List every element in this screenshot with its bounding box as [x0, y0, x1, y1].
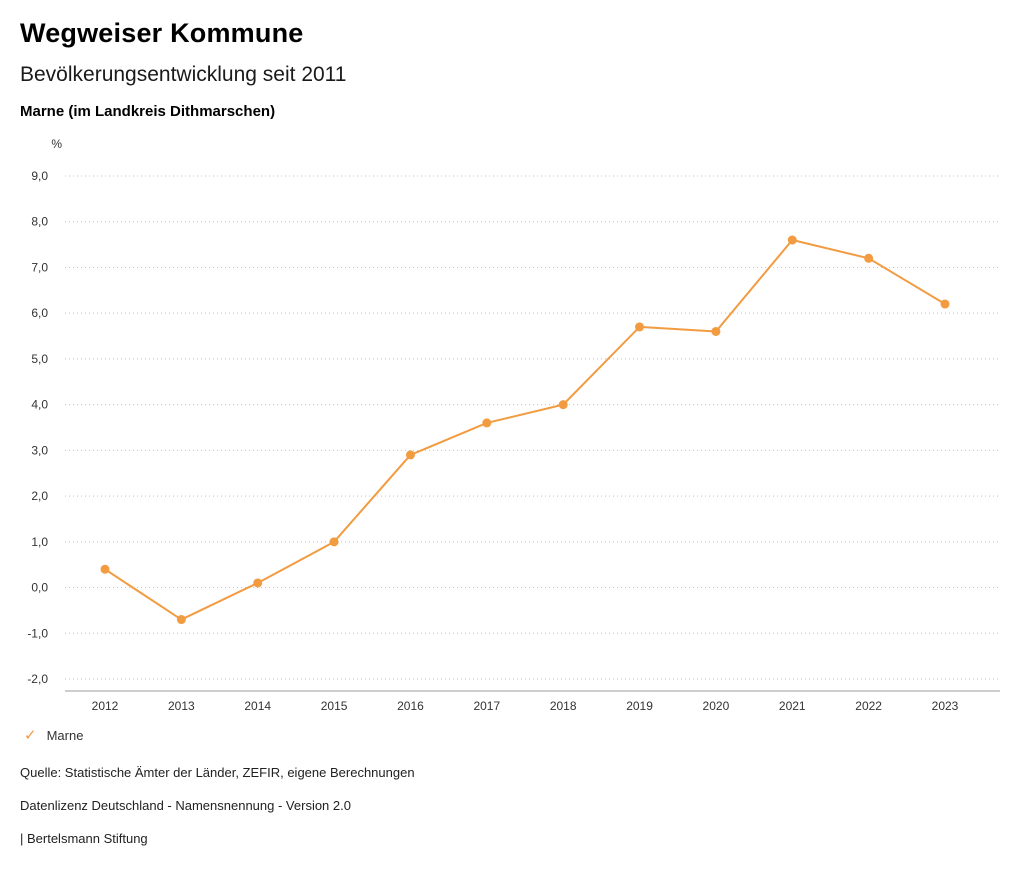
x-tick-label: 2023 [932, 699, 959, 713]
y-tick-label: 3,0 [31, 443, 48, 457]
legend-item-marne[interactable]: ✓ Marne [20, 728, 1004, 743]
data-point [176, 615, 186, 625]
data-point [635, 322, 645, 332]
data-point [482, 418, 492, 428]
license-text: Datenlizenz Deutschland - Namensnennung … [20, 798, 351, 813]
page: Wegweiser Kommune Bevölkerungsentwicklun… [20, 18, 1020, 846]
x-tick-label: 2018 [550, 699, 577, 713]
y-axis-unit-label: % [51, 137, 62, 151]
x-tick-label: 2020 [703, 699, 730, 713]
y-tick-label: -2,0 [27, 672, 48, 686]
data-point [405, 450, 415, 460]
x-tick-label: 2021 [779, 699, 806, 713]
series-line [104, 239, 946, 621]
y-tick-label: 0,0 [31, 581, 48, 595]
legend-label: Marne [46, 728, 84, 743]
data-point [940, 299, 950, 309]
x-tick-label: 2013 [168, 699, 195, 713]
data-point [711, 326, 721, 336]
x-tick-label: 2017 [473, 699, 500, 713]
x-tick-label: 2012 [92, 699, 119, 713]
source-text: Quelle: Statistische Ämter der Länder, Z… [20, 765, 415, 780]
y-tick-label: 1,0 [31, 535, 48, 549]
attribution-text: | Bertelsmann Stiftung [20, 831, 148, 846]
chart-region-subtitle: Marne (im Landkreis Dithmarschen) [20, 103, 276, 120]
population-line-chart: % 9,0 8,0 7,0 6,0 5,0 4,0 3,0 2,0 1,0 0,0 -1,0 -2,0 2… [20, 126, 1020, 722]
data-point [100, 564, 110, 574]
chart-title: Bevölkerungsentwicklung seit 2011 [20, 63, 347, 86]
x-tick-label: 2019 [626, 699, 653, 713]
data-point [787, 235, 797, 245]
y-tick-label: 8,0 [31, 215, 48, 229]
y-tick-label: 5,0 [31, 352, 48, 366]
x-tick-label: 2015 [321, 699, 348, 713]
x-tick-label: 2014 [244, 699, 271, 713]
data-point [253, 578, 263, 588]
x-tick-label: 2016 [397, 699, 424, 713]
app-title: Wegweiser Kommune [20, 18, 304, 48]
y-tick-label: 2,0 [31, 489, 48, 503]
chart-svg: % 9,0 8,0 7,0 6,0 5,0 4,0 3,0 2,0 1,0 0,0 -1,0 -2,0 2… [27, 137, 1000, 713]
check-icon: ✓ [24, 727, 37, 744]
y-tick-label: 9,0 [31, 169, 48, 183]
x-tick-label: 2022 [855, 699, 882, 713]
y-tick-label: 6,0 [31, 306, 48, 320]
data-point [329, 537, 339, 547]
data-point [864, 253, 874, 263]
y-tick-label: 4,0 [31, 398, 48, 412]
data-point [558, 400, 568, 410]
y-tick-label: 7,0 [31, 260, 48, 274]
y-tick-label: -1,0 [27, 626, 48, 640]
